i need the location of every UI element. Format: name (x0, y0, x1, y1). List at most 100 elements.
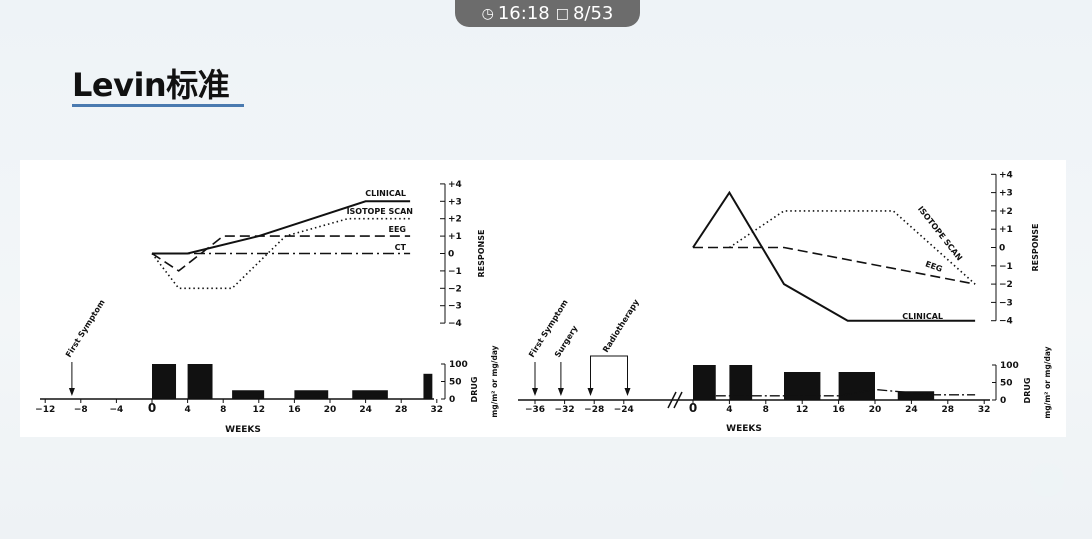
annotation-label: Radiotherapy (601, 297, 641, 354)
response-tick-label: −4 (999, 317, 1013, 327)
chart-1: +4 +3 +2 +1 0 −1 −2 −3 −4 RESPONSE CLINICAL ISOTOPE… (35, 180, 499, 435)
response-axis-label: RESPONSE (477, 230, 486, 278)
drug-tick-label: 100 (1000, 361, 1019, 371)
response-tick-label: +3 (448, 197, 462, 207)
response-tick-label: 0 (999, 244, 1005, 254)
response-tick-label: +1 (448, 232, 462, 242)
response-tick-label: +2 (448, 215, 462, 225)
response-tick-label: −1 (999, 262, 1013, 272)
drug-tick-label: 50 (1000, 379, 1013, 389)
weeks-tick-label: 32 (978, 405, 991, 415)
response-tick-label: +4 (999, 170, 1013, 180)
weeks-tick-label: 4 (726, 405, 732, 415)
corner-widget[interactable] (1030, 463, 1064, 497)
weeks-tick-label: 12 (253, 405, 266, 415)
drug-bar (838, 372, 875, 400)
drug-axis-label: DRUG (1023, 378, 1032, 404)
response-tick-label: −3 (448, 302, 462, 312)
series-label: EEG (389, 225, 407, 234)
series-label: CT (395, 243, 407, 252)
arrow-head (68, 388, 75, 396)
weeks-tick-label: 8 (763, 405, 769, 415)
title-underline (72, 104, 244, 107)
weeks-tick-label: 20 (869, 405, 882, 415)
weeks-tick-label: 32 (431, 405, 444, 415)
drug-tick-label: 50 (449, 378, 462, 388)
status-page: 8/53 (572, 3, 614, 24)
response-tick-label: +4 (448, 180, 462, 190)
weeks-tick-label: −28 (584, 405, 604, 415)
response-axis-label: RESPONSE (1031, 224, 1040, 272)
weeks-tick-label: −36 (525, 405, 545, 415)
weeks-tick-label: 16 (288, 405, 301, 415)
series-line-isotope-scan (728, 210, 976, 285)
weeks-tick-label: 0 (148, 401, 156, 415)
weeks-tick-label: 24 (905, 405, 918, 415)
status-time: 16:18 (497, 3, 550, 24)
annotation-label: First Symptom (64, 298, 107, 359)
weeks-tick-label: −4 (109, 405, 123, 415)
response-tick-label: 0 (448, 250, 454, 260)
drug-bar (897, 391, 935, 400)
weeks-tick-label: −24 (614, 405, 634, 415)
weeks-tick-label: 24 (359, 405, 372, 415)
weeks-tick-label: 16 (832, 405, 845, 415)
response-tick-label: −2 (448, 284, 462, 294)
series-label: ISOTOPE SCAN (916, 205, 964, 263)
response-tick-label: +3 (999, 189, 1013, 199)
weeks-tick-label: 28 (942, 405, 955, 415)
series-label: CLINICAL (902, 312, 943, 321)
arrow-head (557, 388, 564, 396)
clock-icon: ◷ (481, 5, 494, 22)
response-tick-label: +1 (999, 225, 1013, 235)
series-line-clinical (692, 190, 976, 322)
response-tick-label: −2 (999, 280, 1013, 290)
drug-bar (187, 364, 213, 399)
series-line-isotope-scan (151, 217, 411, 290)
series-line-eeg (693, 246, 976, 285)
page-icon: □ (555, 5, 569, 22)
axis-break-mark (667, 391, 677, 409)
weeks-axis-label: WEEKS (225, 425, 261, 435)
weeks-tick-label: 28 (395, 405, 408, 415)
drug-tick-label: 100 (449, 360, 468, 370)
response-tick-label: −4 (448, 319, 462, 329)
drug-bar (152, 364, 177, 399)
drug-tick-label: 0 (449, 395, 455, 405)
radiotherapy-bracket (590, 355, 628, 392)
drug-unit-label: mg/m² or mg/day (490, 345, 499, 417)
chart-2: +4 +3 +2 +1 0 −1 −2 −3 −4 RESPONSE CLINICAL ISOTOPE… (518, 170, 1052, 434)
weeks-tick-label: −12 (35, 405, 55, 415)
weeks-axis-label: WEEKS (726, 424, 762, 434)
weeks-tick-label: 8 (220, 405, 226, 415)
weeks-tick-label: 4 (184, 405, 190, 415)
drug-bar (423, 373, 433, 399)
weeks-tick-label: 0 (689, 401, 697, 415)
drug-bar (693, 365, 716, 400)
series-label: EEG (924, 259, 944, 273)
arrow-head (532, 388, 538, 396)
annotation-label: Surgery (553, 323, 580, 359)
dose-line (715, 388, 976, 397)
drug-bar (352, 390, 388, 399)
weeks-tick-label: 20 (324, 405, 337, 415)
weeks-tick-label: 12 (796, 405, 809, 415)
series-label: CLINICAL (365, 189, 406, 198)
arrow-head (624, 388, 631, 396)
response-tick-label: −1 (448, 267, 462, 277)
drug-tick-label: 0 (1000, 396, 1006, 406)
weeks-tick-label: −32 (555, 405, 575, 415)
response-tick-label: −3 (999, 298, 1013, 308)
drug-axis-label: DRUG (470, 377, 479, 403)
drug-bar (729, 365, 753, 400)
drug-unit-label: mg/m² or mg/day (1043, 346, 1052, 418)
slide-title: Levin标准 (72, 66, 230, 104)
status-pill: ◷ 16:18 □ 8/53 (455, 0, 640, 27)
drug-bar (232, 390, 265, 399)
weeks-tick-label: −8 (74, 405, 88, 415)
series-label: ISOTOPE SCAN (347, 207, 413, 216)
axis-break-mark (673, 391, 683, 409)
response-tick-label: +2 (999, 207, 1013, 217)
drug-bar (294, 390, 329, 399)
